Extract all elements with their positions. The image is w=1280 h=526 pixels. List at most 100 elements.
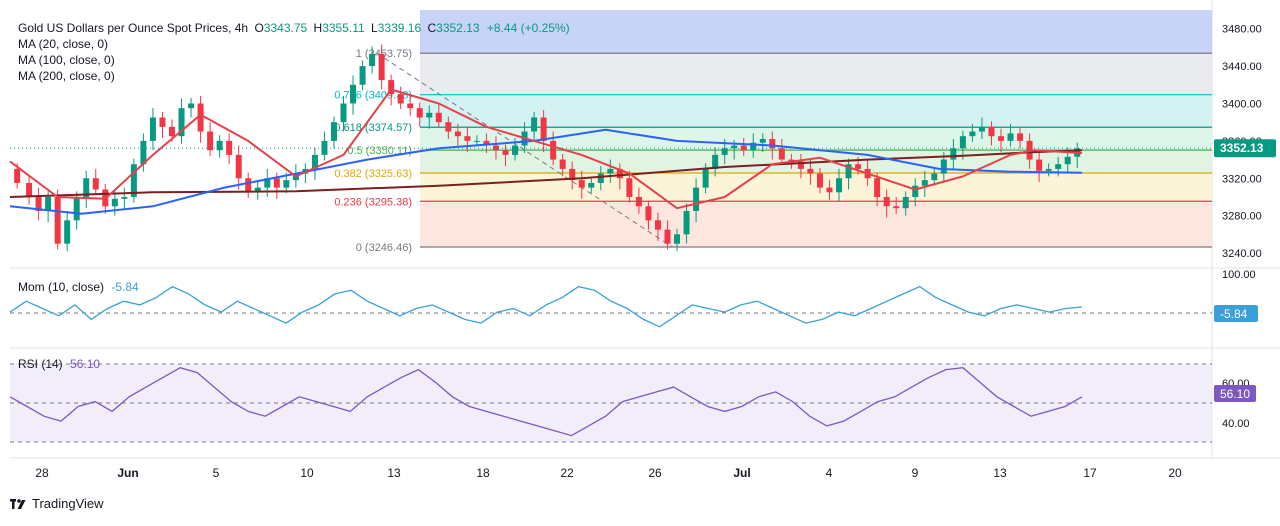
candle-body xyxy=(254,187,261,193)
candle-body xyxy=(226,140,233,155)
momentum-axis-label: 100.00 xyxy=(1222,269,1256,281)
time-tick-label: 13 xyxy=(387,466,401,480)
candle-body xyxy=(1055,164,1062,169)
candle-body xyxy=(35,196,42,211)
candle-body xyxy=(273,178,280,188)
candle-body xyxy=(664,229,671,244)
candle-body xyxy=(340,103,347,123)
last-price-badge xyxy=(1214,139,1276,158)
candle-body xyxy=(492,145,499,151)
time-tick-label: Jun xyxy=(117,466,138,480)
open-label: O xyxy=(254,21,264,35)
time-tick-label: 18 xyxy=(476,466,490,480)
candle-body xyxy=(531,117,538,132)
candle-body xyxy=(788,159,795,162)
candle-body xyxy=(216,140,223,151)
candle-body xyxy=(140,140,147,165)
brand-name: TradingView xyxy=(32,496,104,511)
candle-body xyxy=(855,164,862,169)
candle-body xyxy=(654,220,661,230)
high-value: 3355.11 xyxy=(322,21,365,35)
momentum-label: Mom (10, close) xyxy=(18,280,105,294)
candle-body xyxy=(159,117,166,127)
candle-body xyxy=(311,154,318,169)
time-tick-label: 17 xyxy=(1083,466,1097,480)
candle-body xyxy=(836,178,843,193)
time-tick-label: 28 xyxy=(35,466,49,480)
momentum-badge xyxy=(1214,305,1258,322)
candle-body xyxy=(83,178,90,197)
candle-body xyxy=(502,150,509,155)
candle-body xyxy=(978,126,985,132)
last-price-label: 3352.13 xyxy=(1220,141,1264,155)
time-tick-label: 9 xyxy=(912,466,919,480)
candle-body xyxy=(597,173,604,183)
tradingview-brand[interactable]: TradingView xyxy=(10,496,104,511)
tradingview-logo-icon xyxy=(10,498,26,509)
fib-zone xyxy=(420,53,1212,95)
momentum-legend[interactable]: Mom (10, close) -5.84 xyxy=(18,279,139,295)
rsi-value: 56.10 xyxy=(70,357,101,371)
candle-body xyxy=(188,103,195,109)
candle-body xyxy=(940,159,947,174)
candle-body xyxy=(369,53,376,67)
close-value: 3352.13 xyxy=(436,21,480,35)
indicator-ma100[interactable]: MA (100, close, 0) xyxy=(18,53,115,67)
momentum-badge-label: -5.84 xyxy=(1220,307,1248,321)
candle-body xyxy=(826,187,833,193)
price-tick-label: 3400.00 xyxy=(1222,98,1262,110)
fib-level-label: 0.618 (3374.57) xyxy=(334,122,412,134)
fib-level-label: 0.382 (3325.63) xyxy=(334,168,412,180)
candle-body xyxy=(674,234,681,244)
candle-body xyxy=(731,145,738,149)
candle-body xyxy=(693,187,700,211)
candle-body xyxy=(445,122,452,132)
candle-body xyxy=(121,196,128,199)
close-label: C xyxy=(427,21,437,35)
candle-body xyxy=(569,168,576,181)
fib-level-label: 0.5 (3350.11) xyxy=(347,145,412,157)
candle-body xyxy=(759,139,766,143)
candle-body xyxy=(874,178,881,197)
candle-body xyxy=(998,136,1005,141)
indicator-ma20[interactable]: MA (20, close, 0) xyxy=(18,37,109,51)
rsi-badge-label: 56.10 xyxy=(1220,387,1250,401)
candle-body xyxy=(635,196,642,207)
candle-body xyxy=(92,178,99,190)
fib-level-label: 0 (3246.46) xyxy=(356,242,412,254)
candle-body xyxy=(883,196,890,207)
momentum-value: -5.84 xyxy=(111,280,139,294)
candle-body xyxy=(645,206,652,221)
price-tick-label: 3480.00 xyxy=(1222,24,1262,36)
candle-body xyxy=(454,131,461,137)
candle-body xyxy=(14,168,21,183)
candle-body xyxy=(64,220,71,244)
candle-body xyxy=(740,145,747,151)
rsi-line xyxy=(9,366,1083,437)
candle-body xyxy=(111,198,118,207)
candle-body xyxy=(712,154,719,169)
candle-body xyxy=(893,206,900,209)
candle-body xyxy=(435,112,442,123)
candle-body xyxy=(607,168,614,174)
time-tick-label: 13 xyxy=(993,466,1007,480)
fib-zone xyxy=(420,127,1212,151)
candle-body xyxy=(902,196,909,209)
time-tick-label: 26 xyxy=(648,466,662,480)
candle-body xyxy=(797,161,804,169)
rsi-legend[interactable]: RSI (14) 56.10 xyxy=(18,356,100,372)
candle-body xyxy=(845,164,852,179)
fib-zone xyxy=(420,201,1212,248)
candle-body xyxy=(149,117,156,141)
candle-body xyxy=(407,103,414,109)
candle-body xyxy=(359,66,366,85)
indicator-ma200[interactable]: MA (200, close, 0) xyxy=(18,69,115,83)
momentum-line xyxy=(9,285,1083,328)
candle-body xyxy=(816,173,823,188)
candle-body xyxy=(512,145,519,155)
candle-body xyxy=(778,148,785,160)
fib-zone xyxy=(420,172,1212,202)
main-legend: Gold US Dollars per Ounce Spot Prices, 4… xyxy=(18,20,570,36)
